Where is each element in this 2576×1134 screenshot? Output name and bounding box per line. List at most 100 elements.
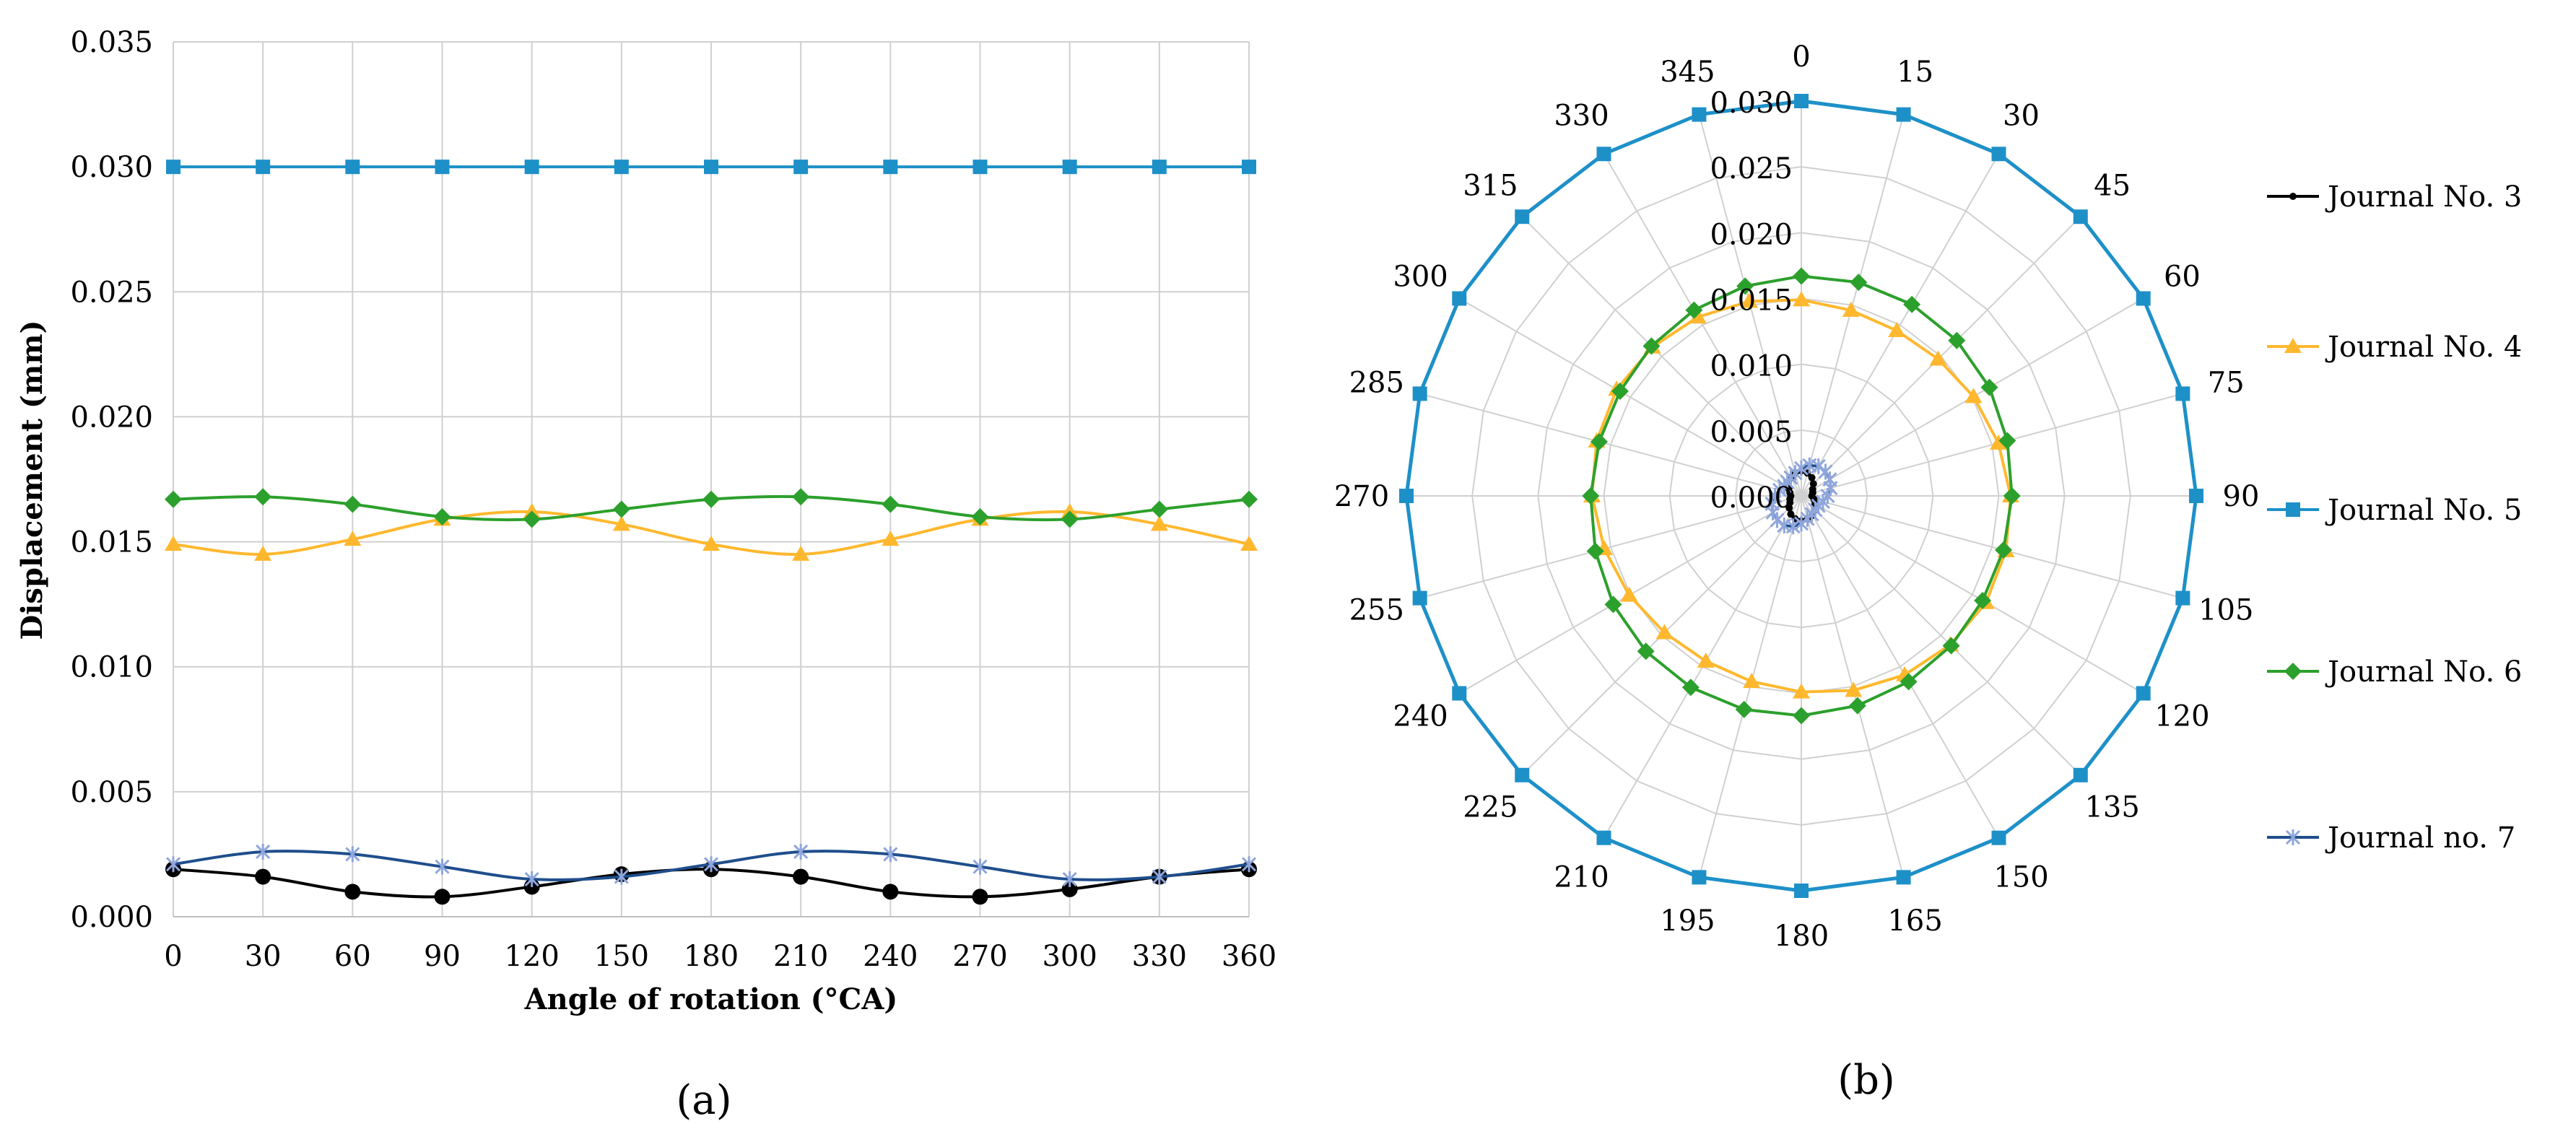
data-point	[524, 160, 539, 175]
angle-label: 135	[2084, 791, 2139, 824]
data-point	[882, 884, 899, 900]
panel-label-b: (b)	[1837, 1057, 1895, 1104]
angle-label: 240	[1393, 700, 1448, 733]
radar-data-point	[2136, 686, 2151, 701]
radar-data-point	[1452, 686, 1467, 701]
x-tick-label: 120	[504, 940, 559, 973]
radar-data-point	[2073, 767, 2088, 782]
data-point	[433, 507, 451, 525]
radar-data-point	[2175, 386, 2190, 401]
radar-data-point	[1793, 267, 1810, 285]
angle-label: 150	[1993, 860, 2048, 894]
radar-series	[1399, 94, 2203, 898]
data-point	[972, 889, 988, 905]
data-point	[344, 531, 362, 546]
x-tick-label: 150	[594, 940, 649, 973]
x-tick-label: 300	[1042, 940, 1097, 973]
x-tick-label: 90	[424, 940, 461, 973]
data-point	[1152, 868, 1167, 885]
radar-radial-tick-labels: 0.000 0.005 0.010 0.015 0.020 0.025 0.030	[1710, 87, 1793, 515]
radar-data-point	[1515, 767, 1530, 782]
radar-data-point	[1848, 697, 1866, 715]
legend: Journal No. 3 Journal No. 4 Journal No. 5 J…	[2267, 180, 2522, 855]
legend-label: Journal no. 7	[2325, 821, 2515, 855]
legend-label: Journal No. 3	[2325, 180, 2522, 214]
legend-swatch-marker	[2289, 193, 2297, 200]
angle-label: 0	[1792, 40, 1810, 74]
radar-spoke	[1801, 495, 2183, 599]
radar-spoke	[1458, 297, 1802, 497]
radar-data-point	[2073, 209, 2088, 224]
data-point	[345, 846, 360, 863]
data-point	[614, 868, 629, 885]
angle-label: 330	[1554, 100, 1609, 133]
angle-label: 90	[2223, 480, 2260, 513]
y-tick-label: 0.015	[70, 526, 153, 559]
x-tick-label: 30	[245, 940, 282, 973]
radial-tick-label: 0.025	[1710, 152, 1793, 186]
radar-data-point	[1793, 515, 1809, 532]
data-point	[612, 500, 630, 518]
radar-data-point	[2189, 489, 2203, 503]
radar-spoke	[1801, 495, 2144, 694]
data-point	[614, 160, 629, 175]
data-point	[166, 160, 180, 175]
radar-data-point	[1896, 870, 1911, 885]
x-tick-label: 360	[1222, 940, 1276, 973]
radar-data-point	[1692, 107, 1707, 122]
radar-data-point	[1793, 707, 1810, 725]
data-point	[523, 510, 541, 528]
legend-label: Journal No. 6	[2325, 655, 2522, 689]
radar-data-point	[1793, 683, 1810, 699]
radar-data-point	[1808, 474, 1816, 481]
radar-data-point	[1998, 432, 2016, 450]
y-tick-label: 0.025	[70, 276, 153, 309]
angle-label: 60	[2164, 261, 2201, 294]
radar-data-point	[1735, 700, 1753, 718]
data-point	[1061, 881, 1078, 897]
data-point	[254, 545, 272, 561]
data-point	[524, 871, 539, 888]
angle-label: 165	[1887, 904, 1942, 938]
data-point	[434, 889, 451, 905]
y-tick-label: 0.005	[70, 776, 153, 809]
radial-tick-label: 0.015	[1710, 284, 1793, 318]
radar-chart-panel-b: 0.000 0.005 0.010 0.015 0.020 0.025 0.030 0 15 3…	[1334, 40, 2523, 1104]
x-tick-label: 270	[952, 940, 1007, 973]
angle-label: 315	[1463, 169, 1518, 202]
x-tick-label: 0	[164, 940, 182, 973]
radar-data-point	[1942, 637, 1960, 655]
radar-data-point	[1896, 107, 1911, 122]
legend-label: Journal No. 5	[2325, 494, 2522, 527]
radar-data-point	[1787, 510, 1795, 518]
radar-data-point	[1929, 350, 1947, 366]
radar-data-point	[1991, 830, 2006, 845]
data-point	[793, 160, 809, 175]
data-point	[793, 868, 809, 885]
data-point	[1062, 871, 1077, 888]
data-point	[972, 858, 988, 875]
data-point	[704, 160, 718, 175]
data-point	[1152, 160, 1167, 175]
angle-label: 15	[1897, 56, 1933, 89]
radar-spoke	[1521, 216, 1802, 497]
radial-tick-label: 0.010	[1710, 350, 1793, 383]
y-tick-label: 0.035	[70, 26, 153, 59]
radar-data-point	[1903, 295, 1921, 313]
radar-data-point	[2003, 487, 2021, 505]
angle-label: 45	[2094, 169, 2131, 202]
angle-label: 210	[1554, 860, 1609, 894]
radar-data-point	[1655, 624, 1674, 640]
radar-spoke	[1419, 495, 1802, 599]
radar-data-point	[1900, 673, 1918, 691]
legend-label: Journal No. 4	[2325, 331, 2522, 364]
radar-data-point	[1740, 292, 1758, 308]
radar-data-point	[1697, 652, 1715, 668]
data-point	[703, 856, 719, 873]
data-point	[165, 490, 182, 508]
radar-data-point	[1515, 209, 1530, 224]
data-point	[1241, 856, 1257, 873]
angle-label: 225	[1463, 791, 1518, 824]
data-point	[1242, 160, 1256, 175]
